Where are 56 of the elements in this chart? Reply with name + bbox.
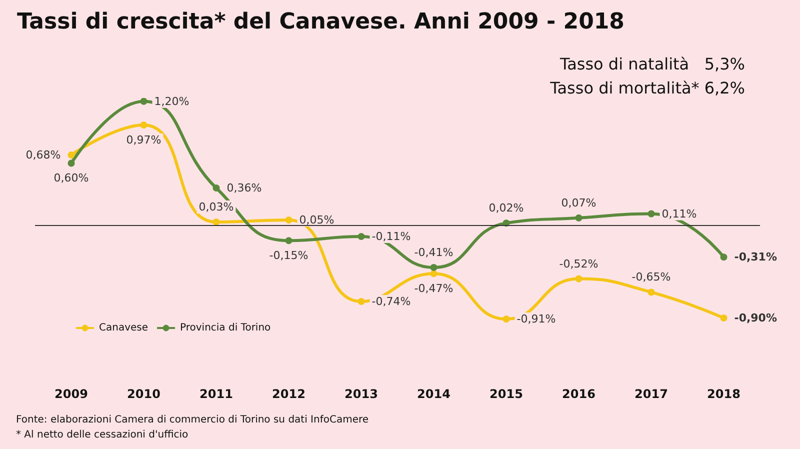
x-tick-label: 2013 bbox=[344, 387, 378, 401]
x-tick-label: 2016 bbox=[562, 387, 596, 401]
data-label: 0,60% bbox=[54, 172, 89, 185]
x-tick-label: 2018 bbox=[707, 387, 740, 401]
data-label: 1,20% bbox=[154, 94, 190, 108]
point bbox=[68, 151, 75, 158]
point bbox=[140, 98, 148, 105]
data-label: -0,91% bbox=[516, 312, 556, 326]
data-label: 0,05% bbox=[299, 213, 334, 226]
point bbox=[648, 288, 655, 296]
data-label: -0,31% bbox=[734, 250, 777, 264]
text: * Al netto delle cessazioni d'ufficio bbox=[16, 430, 188, 440]
source-note: Fonte: elaborazioni Camera di commercio di Torino su dati InfoCamere bbox=[16, 414, 369, 426]
x-tick-label: 2011 bbox=[200, 387, 233, 401]
x-tick-label: 2012 bbox=[272, 387, 306, 401]
x-tick-label: 2010 bbox=[127, 387, 160, 401]
point bbox=[212, 184, 220, 192]
data-label: -0,74% bbox=[372, 295, 411, 308]
point bbox=[285, 237, 292, 244]
point bbox=[648, 210, 655, 218]
point bbox=[720, 314, 728, 322]
data-label: 0,97% bbox=[126, 134, 162, 147]
legend-label: Provincia di Torino bbox=[180, 322, 271, 334]
point bbox=[358, 232, 365, 240]
x-tick-label: 2017 bbox=[634, 387, 668, 401]
point bbox=[575, 275, 582, 282]
point bbox=[720, 254, 728, 261]
point bbox=[502, 316, 510, 323]
point bbox=[575, 214, 582, 222]
x-tick-label: 2014 bbox=[417, 387, 450, 401]
data-label: -0,47% bbox=[414, 282, 454, 296]
x-tick-label: 2009 bbox=[54, 387, 88, 401]
legend-label: Canavese bbox=[99, 322, 148, 334]
data-label: 0,07% bbox=[561, 196, 596, 210]
text: Tasso di natalità 5,3% bbox=[558, 54, 745, 74]
point bbox=[68, 160, 75, 167]
x-tick-label: 2015 bbox=[490, 387, 523, 401]
text: Tasso di mortalità* 6,2% bbox=[549, 78, 746, 98]
data-label: -0,65% bbox=[632, 270, 671, 284]
data-label: -0,15% bbox=[269, 249, 308, 262]
data-label: -0,41% bbox=[414, 246, 454, 259]
data-label: 0,11% bbox=[662, 207, 697, 220]
point bbox=[430, 264, 438, 271]
data-label: 0,68% bbox=[26, 148, 61, 162]
data-label: 0,36% bbox=[226, 181, 262, 194]
data-label: -0,11% bbox=[372, 230, 411, 243]
chart-title: Tassi di crescita* del Canavese. Anni 2009 - 2018 bbox=[17, 10, 624, 34]
data-label: -0,52% bbox=[559, 257, 598, 270]
data-label: -0,90% bbox=[734, 312, 777, 325]
data-label: 0,03% bbox=[198, 200, 234, 214]
point bbox=[285, 216, 292, 224]
data-label: 0,02% bbox=[488, 202, 524, 215]
point bbox=[140, 122, 148, 129]
point bbox=[358, 298, 365, 305]
point bbox=[212, 218, 220, 226]
point bbox=[430, 270, 438, 278]
